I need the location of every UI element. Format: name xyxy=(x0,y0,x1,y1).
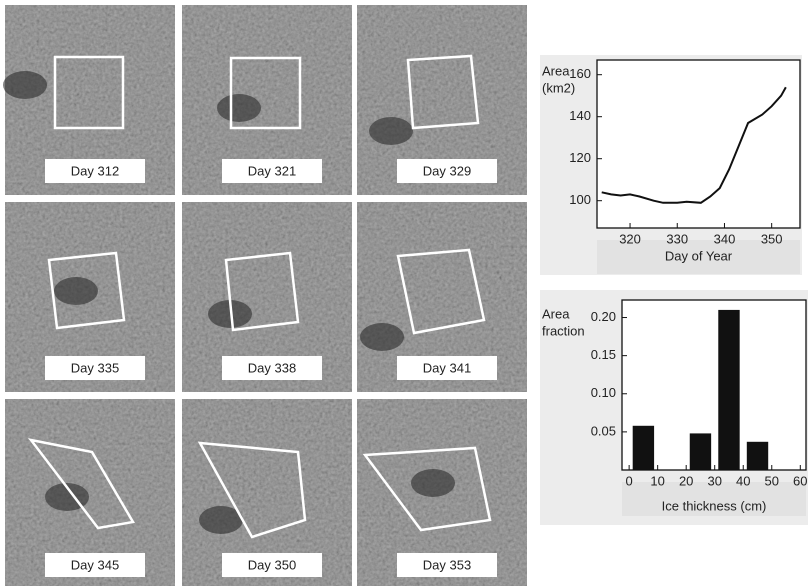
x-tick-label: 350 xyxy=(761,231,783,246)
panel-label: Day 321 xyxy=(248,163,296,178)
y-axis-label: (km2) xyxy=(542,80,575,95)
x-axis-label: Day of Year xyxy=(665,248,733,263)
panel-label: Day 338 xyxy=(248,360,296,375)
x-axis-label: Ice thickness (cm) xyxy=(662,498,767,513)
dark-water xyxy=(360,323,404,351)
y-tick-label: 100 xyxy=(569,192,591,207)
panel-label: Day 353 xyxy=(423,557,471,572)
dark-water xyxy=(217,94,261,122)
panel-label: Day 350 xyxy=(248,557,296,572)
image-grid: Day 312 Day 321 Day 329 Day 335 Day 338 Day 3… xyxy=(3,5,527,586)
y-axis-label: Area xyxy=(542,306,570,321)
y-tick-label: 160 xyxy=(569,66,591,81)
dark-water xyxy=(54,277,98,305)
panel-label: Day 312 xyxy=(71,163,119,178)
x-tick-label: 60 xyxy=(793,473,807,488)
y-tick-label: 120 xyxy=(569,150,591,165)
x-tick-label: 10 xyxy=(650,473,664,488)
bar xyxy=(718,310,739,470)
panel-label: Day 335 xyxy=(71,360,119,375)
dark-water xyxy=(3,71,47,99)
x-tick-label: 330 xyxy=(666,231,688,246)
y-tick-label: 0.10 xyxy=(591,385,616,400)
figure: Day 312 Day 321 Day 329 Day 335 Day 338 Day 3… xyxy=(0,0,809,586)
panel-label: Day 345 xyxy=(71,557,119,572)
y-axis-label: Area xyxy=(542,63,570,78)
bar xyxy=(633,426,654,470)
x-tick-label: 320 xyxy=(619,231,641,246)
x-tick-label: 30 xyxy=(707,473,721,488)
y-axis-label: fraction xyxy=(542,323,585,338)
bar xyxy=(747,442,768,470)
panel-label: Day 329 xyxy=(423,163,471,178)
dark-water xyxy=(411,469,455,497)
dark-water xyxy=(369,117,413,145)
y-tick-label: 0.05 xyxy=(591,423,616,438)
x-tick-label: 50 xyxy=(765,473,779,488)
x-tick-label: 40 xyxy=(736,473,750,488)
y-tick-label: 0.15 xyxy=(591,347,616,362)
bar xyxy=(690,433,711,470)
x-tick-label: 0 xyxy=(626,473,633,488)
y-tick-label: 140 xyxy=(569,108,591,123)
y-tick-label: 0.20 xyxy=(591,309,616,324)
x-tick-label: 20 xyxy=(679,473,693,488)
panel-label: Day 341 xyxy=(423,360,471,375)
x-tick-label: 340 xyxy=(714,231,736,246)
